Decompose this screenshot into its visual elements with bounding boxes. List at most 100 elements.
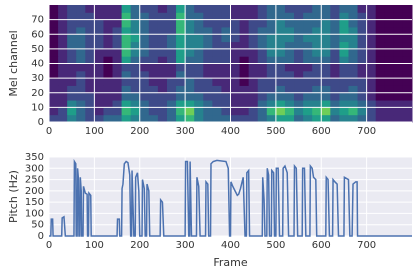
heatmap-cell bbox=[239, 85, 250, 94]
heatmap-cell bbox=[49, 78, 59, 86]
heatmap-cell bbox=[194, 48, 204, 57]
heatmap-cell bbox=[321, 26, 331, 35]
heatmap-cell bbox=[275, 48, 286, 57]
heatmap-cell bbox=[112, 78, 123, 86]
heatmap-cell bbox=[303, 107, 313, 116]
heatmap-cell bbox=[76, 78, 86, 86]
heatmap-cell bbox=[312, 26, 322, 35]
heatmap-cell bbox=[393, 70, 404, 79]
y-axis-label: Pitch (Hz) bbox=[7, 170, 20, 223]
heatmap-cell bbox=[212, 12, 222, 21]
heatmap-cell bbox=[275, 107, 286, 116]
heatmap-cell bbox=[384, 70, 395, 79]
heatmap-cell bbox=[303, 114, 313, 123]
heatmap-cell bbox=[58, 63, 68, 72]
heatmap-cell bbox=[103, 107, 114, 116]
heatmap-cell bbox=[94, 100, 104, 108]
heatmap-cell bbox=[194, 12, 204, 21]
heatmap-cell bbox=[194, 70, 204, 79]
heatmap-cell bbox=[393, 34, 404, 43]
heatmap-cell bbox=[366, 70, 377, 79]
heatmap-cell bbox=[221, 92, 231, 101]
heatmap-cell bbox=[212, 78, 222, 86]
heatmap-cell bbox=[339, 63, 349, 72]
heatmap-cell bbox=[194, 5, 204, 13]
heatmap-cell bbox=[266, 70, 277, 79]
heatmap-cell bbox=[85, 63, 95, 72]
heatmap-cell bbox=[130, 100, 141, 108]
heatmap-cell bbox=[321, 34, 331, 43]
heatmap-cell bbox=[321, 100, 331, 108]
heatmap-cell bbox=[384, 85, 395, 94]
heatmap-cell bbox=[375, 78, 386, 86]
heatmap-cell bbox=[121, 100, 132, 108]
heatmap-cell bbox=[112, 114, 123, 123]
heatmap-cell bbox=[203, 48, 213, 57]
heatmap-cell bbox=[49, 34, 59, 43]
heatmap-cell bbox=[321, 56, 331, 64]
heatmap-cell bbox=[248, 92, 259, 101]
heatmap-cell bbox=[266, 48, 277, 57]
heatmap-cell bbox=[366, 12, 377, 21]
heatmap-cell bbox=[303, 19, 313, 28]
heatmap-cell bbox=[176, 56, 186, 64]
heatmap-cell bbox=[85, 12, 95, 21]
heatmap-cell bbox=[312, 63, 322, 72]
heatmap-cell bbox=[330, 5, 340, 13]
heatmap-cell bbox=[384, 12, 395, 21]
heatmap-cell bbox=[275, 41, 286, 50]
heatmap-cell bbox=[103, 70, 114, 79]
heatmap-cell bbox=[176, 78, 186, 86]
heatmap-cell bbox=[49, 63, 59, 72]
heatmap-cell bbox=[294, 85, 304, 94]
heatmap-cell bbox=[339, 48, 349, 57]
heatmap-cell bbox=[176, 5, 186, 13]
heatmap-cell bbox=[58, 70, 68, 79]
heatmap-cell bbox=[321, 63, 331, 72]
heatmap-cell bbox=[176, 12, 186, 21]
heatmap-cell bbox=[375, 70, 386, 79]
heatmap-cell bbox=[366, 26, 377, 35]
heatmap-cell bbox=[375, 19, 386, 28]
heatmap-cell bbox=[139, 85, 150, 94]
heatmap-cell bbox=[357, 19, 368, 28]
heatmap-cell bbox=[176, 70, 186, 79]
heatmap-cell bbox=[67, 100, 77, 108]
heatmap-cell bbox=[112, 5, 123, 13]
heatmap-cell bbox=[384, 41, 395, 50]
heatmap-cell bbox=[112, 19, 123, 28]
heatmap-cell bbox=[85, 78, 95, 86]
heatmap-cell bbox=[49, 12, 59, 21]
heatmap-cell bbox=[58, 85, 68, 94]
heatmap-cell bbox=[121, 26, 132, 35]
heatmap-cell bbox=[339, 41, 349, 50]
heatmap-cell bbox=[330, 78, 340, 86]
heatmap-cell bbox=[67, 56, 77, 64]
heatmap-cell bbox=[58, 34, 68, 43]
heatmap-cell bbox=[194, 114, 204, 123]
heatmap-cell bbox=[312, 78, 322, 86]
heatmap-cell bbox=[103, 48, 114, 57]
heatmap-cell bbox=[257, 63, 268, 72]
heatmap-cell bbox=[121, 19, 132, 28]
heatmap-cell bbox=[375, 26, 386, 35]
heatmap-cell bbox=[103, 34, 114, 43]
heatmap-cell bbox=[139, 19, 150, 28]
heatmap-cell bbox=[212, 48, 222, 57]
heatmap-cell bbox=[230, 5, 241, 13]
heatmap-cell bbox=[275, 70, 286, 79]
heatmap-cell bbox=[103, 63, 114, 72]
heatmap-cell bbox=[148, 48, 159, 57]
heatmap-cell bbox=[148, 92, 159, 101]
heatmap-cell bbox=[212, 85, 222, 94]
heatmap-cell bbox=[194, 41, 204, 50]
heatmap-cell bbox=[366, 78, 377, 86]
heatmap-cell bbox=[148, 56, 159, 64]
heatmap-cell bbox=[85, 114, 95, 123]
heatmap-cell bbox=[230, 114, 241, 123]
heatmap-cell bbox=[221, 63, 231, 72]
heatmap-cell bbox=[176, 48, 186, 57]
heatmap-cell bbox=[284, 92, 295, 101]
heatmap-cell bbox=[284, 78, 295, 86]
heatmap-cell bbox=[130, 92, 141, 101]
